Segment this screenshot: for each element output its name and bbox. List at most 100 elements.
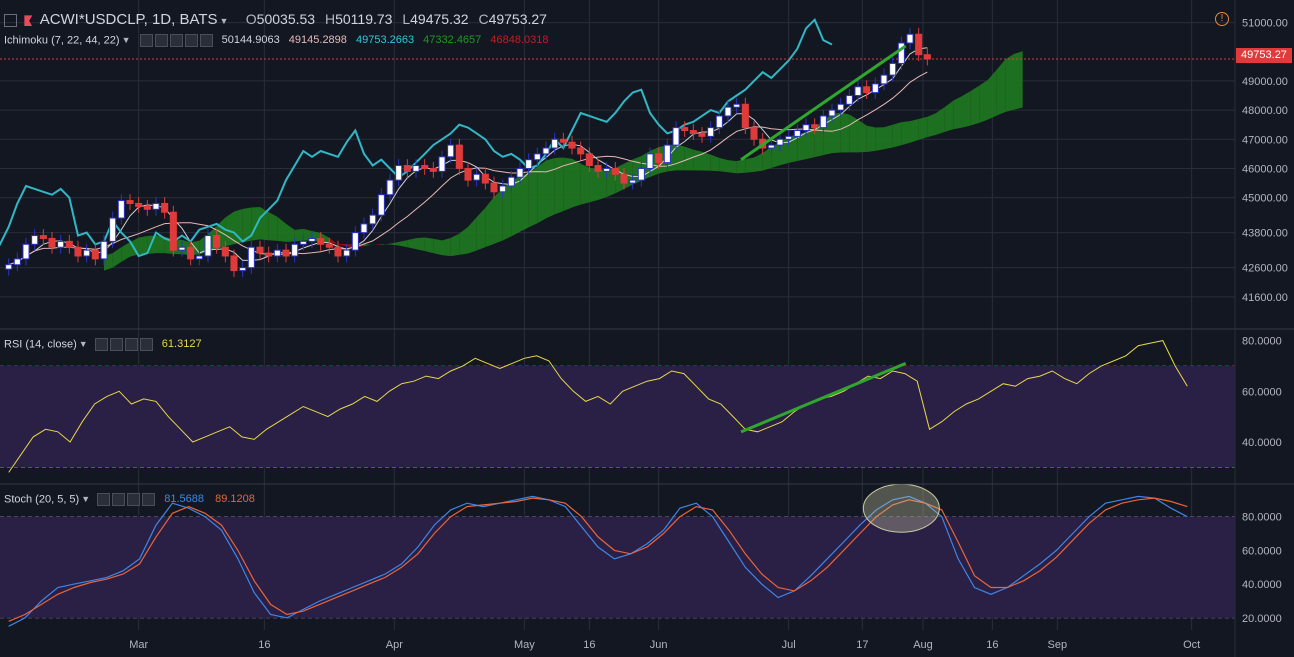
cloud-segment xyxy=(728,160,737,174)
cloud-segment xyxy=(953,96,962,130)
x-tick-label: Oct xyxy=(1183,639,1200,651)
cloud-segment xyxy=(242,207,252,243)
candle-body xyxy=(126,200,134,204)
cloud-segment xyxy=(910,118,919,143)
chevron-down-icon[interactable]: ▼ xyxy=(81,494,91,505)
ichimoku-cloud xyxy=(104,51,1023,271)
cloud-segment xyxy=(1005,54,1014,112)
eye-icon[interactable] xyxy=(94,338,108,351)
rsi-value: 61.3127 xyxy=(161,338,202,351)
symbol-title[interactable]: ACWI*USDCLP, 1D, BATS xyxy=(39,11,218,28)
gear-icon[interactable] xyxy=(154,34,168,47)
cloud-segment xyxy=(736,159,746,174)
close-icon[interactable] xyxy=(139,338,153,351)
candle-body xyxy=(507,176,515,187)
candle-body xyxy=(187,246,195,260)
low-value: 49475.32 xyxy=(410,11,469,27)
plus-icon[interactable] xyxy=(124,338,138,351)
candle-body xyxy=(377,194,385,216)
candle-body xyxy=(74,246,82,257)
ichimoku-value-2: 49145.2898 xyxy=(288,34,347,47)
close-icon[interactable] xyxy=(142,493,156,506)
price-tick-label: 47000.00 xyxy=(1242,134,1288,146)
candle-body xyxy=(923,54,931,60)
close-icon[interactable] xyxy=(199,34,213,47)
rsi-label[interactable]: RSI (14, close) xyxy=(4,338,77,351)
candle-body xyxy=(906,33,914,44)
candle-body xyxy=(65,240,73,248)
candle-body xyxy=(438,156,446,172)
candle-body xyxy=(455,144,463,169)
cloud-segment xyxy=(138,236,148,255)
candle-body xyxy=(403,165,411,172)
cloud-segment xyxy=(459,226,468,255)
candle-body xyxy=(897,42,905,64)
warning-icon[interactable]: ! xyxy=(1215,12,1229,26)
ichimoku-value-1: 50144.9063 xyxy=(221,34,280,47)
ichimoku-label[interactable]: Ichimoku (7, 22, 44, 22) xyxy=(4,34,120,47)
candle-body xyxy=(317,237,325,245)
cloud-segment xyxy=(1014,51,1023,110)
stoch-label[interactable]: Stoch (20, 5, 5) xyxy=(4,493,80,506)
rsi-tick-label: 80.0000 xyxy=(1242,336,1282,348)
collapse-toggle-icon[interactable] xyxy=(4,14,17,28)
price-tick-label: 43800.00 xyxy=(1242,228,1288,240)
chevron-down-icon[interactable]: ▼ xyxy=(78,339,88,350)
chevron-down-icon[interactable]: ▼ xyxy=(121,35,131,46)
x-tick-label: Sep xyxy=(1048,639,1068,651)
candle-body xyxy=(247,246,255,269)
cloud-segment xyxy=(936,107,945,135)
gear-icon[interactable] xyxy=(112,493,126,506)
cloud-segment xyxy=(918,116,928,140)
cloud-segment xyxy=(598,169,607,201)
format-icon[interactable] xyxy=(169,34,183,47)
stoch-highlight-ellipse xyxy=(862,483,940,533)
cloud-segment xyxy=(572,158,581,208)
candle-body xyxy=(464,167,472,181)
cloud-segment xyxy=(866,125,876,153)
cloud-segment xyxy=(424,237,434,254)
cloud-segment xyxy=(511,176,520,237)
cloud-segment xyxy=(372,244,382,246)
gear-icon[interactable] xyxy=(109,338,123,351)
cloud-segment xyxy=(520,173,529,232)
candle-body xyxy=(611,167,619,175)
cloud-segment xyxy=(554,157,564,215)
candle-body xyxy=(698,132,706,137)
rsi-tick-label: 60.0000 xyxy=(1242,386,1282,398)
stoch-tick-label: 40.0000 xyxy=(1242,579,1282,591)
candle-body xyxy=(577,147,585,155)
price-tick-label: 46000.00 xyxy=(1242,163,1288,175)
plus-icon[interactable] xyxy=(127,493,141,506)
candle-body xyxy=(750,127,758,140)
trendlines xyxy=(740,44,940,533)
candle-body xyxy=(715,115,723,129)
cloud-segment xyxy=(970,85,980,126)
candle-body xyxy=(109,217,117,242)
chevron-down-icon[interactable]: ▼ xyxy=(219,16,229,26)
candle-body xyxy=(421,165,429,169)
cloud-segment xyxy=(832,112,841,154)
cloud-segment xyxy=(676,144,685,171)
x-tick-label: Aug xyxy=(913,639,933,651)
candle-body xyxy=(230,255,238,272)
x-tick-label: Jul xyxy=(782,639,796,651)
eye-icon[interactable] xyxy=(139,34,153,47)
cloud-segment xyxy=(416,237,425,251)
x-tick-label: May xyxy=(514,639,535,651)
x-tick-label: 16 xyxy=(986,639,998,651)
candle-body xyxy=(490,182,498,193)
plus-icon[interactable] xyxy=(184,34,198,47)
candle-body xyxy=(785,135,793,140)
candle-body xyxy=(603,167,611,172)
cloud-segment xyxy=(225,211,234,247)
candle-body xyxy=(646,153,654,169)
flag-icon[interactable] xyxy=(24,15,33,27)
rsi-legend: RSI (14, close) ▼ 61.3127 xyxy=(4,338,202,351)
cloud-segment xyxy=(485,196,494,248)
candle-body xyxy=(152,202,160,210)
cloud-segment xyxy=(901,121,910,146)
candle-body xyxy=(5,264,13,270)
eye-icon[interactable] xyxy=(97,493,111,506)
cloud-segment xyxy=(268,212,278,241)
